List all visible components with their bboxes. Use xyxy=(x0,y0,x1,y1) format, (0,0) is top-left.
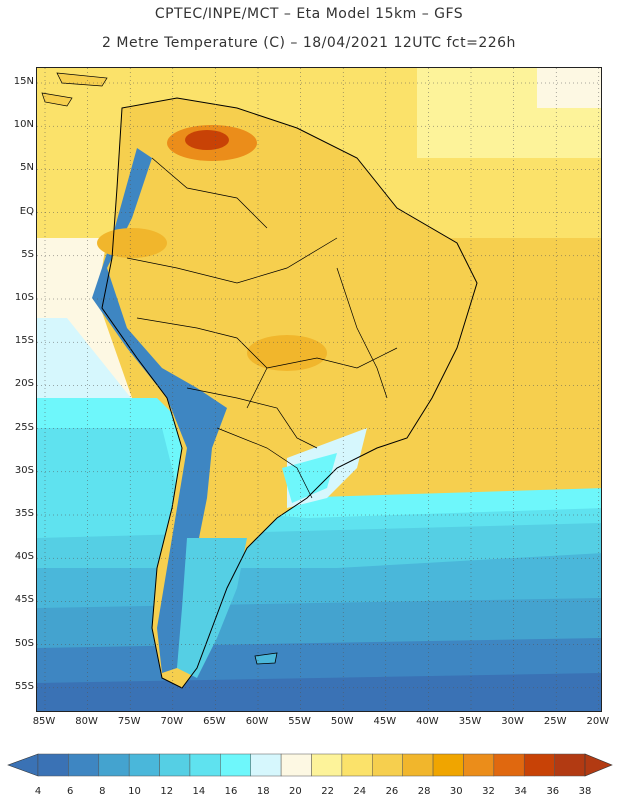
lat-label: 5S xyxy=(21,248,34,260)
colorbar-tick-label: 38 xyxy=(578,786,592,797)
lat-label: 40S xyxy=(14,551,34,563)
lon-label: 80W xyxy=(75,716,98,727)
border-colombia-venezuela xyxy=(151,157,268,229)
colorbar-tick-label: 12 xyxy=(160,786,174,797)
colorbar-swatch xyxy=(68,753,100,777)
lat-label: EQ xyxy=(19,205,34,217)
colorbar-swatch xyxy=(463,753,495,777)
border-argentina-north xyxy=(216,427,313,499)
lon-label: 25W xyxy=(543,716,567,727)
lon-label: 45W xyxy=(373,716,397,727)
colorbar-swatch xyxy=(98,753,130,777)
lon-label: 30W xyxy=(501,716,524,727)
colorbar-swatch xyxy=(159,753,191,777)
lon-label: 35W xyxy=(458,716,482,727)
lon-label: 20W xyxy=(586,716,610,727)
lon-label: 70W xyxy=(160,716,184,727)
lat-label: 15N xyxy=(13,76,34,87)
colorbar-swatch xyxy=(189,753,221,777)
far-northeast-ocean-field xyxy=(537,68,601,108)
venezuela-hot-spot xyxy=(185,130,229,150)
colorbar-tick-label: 16 xyxy=(224,786,238,797)
lon-label: 75W xyxy=(117,716,141,727)
lat-label: 35S xyxy=(14,508,34,519)
colorbar-swatch xyxy=(432,753,464,777)
colorbar-tick-label: 32 xyxy=(482,786,495,797)
lon-label: 40W xyxy=(416,716,439,727)
colorbar-tick-label: 10 xyxy=(128,786,141,797)
border-bolivia-paraguay xyxy=(186,387,318,449)
border-brazil-central xyxy=(266,347,398,369)
map-title-line-1: CPTEC/INPE/MCT – Eta Model 15km – GFS xyxy=(154,6,464,22)
colorbar-swatch xyxy=(128,753,160,777)
colorbar-swatch xyxy=(250,753,282,777)
lat-label: 5N xyxy=(20,162,34,174)
colorbar-tick-label: 24 xyxy=(353,786,367,797)
lat-label: 10S xyxy=(14,292,34,303)
lat-label: 45S xyxy=(14,594,34,606)
colorbar-tick-label: 4 xyxy=(34,786,42,797)
central-brazil-warm-spot xyxy=(247,335,327,371)
colorbar-tick-label: 36 xyxy=(546,786,560,797)
colorbar-tick-label: 30 xyxy=(449,786,463,797)
colorbar-tick-label: 8 xyxy=(99,786,106,797)
lon-label: 60W xyxy=(245,716,269,727)
colorbar-swatch xyxy=(372,753,403,777)
temperature-map-canvas xyxy=(37,68,601,711)
colorbar-swatch xyxy=(37,753,69,777)
colorbar-tick-label: 14 xyxy=(192,786,206,797)
coastline xyxy=(101,97,478,689)
colorbar-swatch xyxy=(280,753,312,777)
border-peru-bolivia xyxy=(136,317,268,409)
temperature-map xyxy=(36,67,602,712)
lat-label: 25S xyxy=(14,421,34,433)
colorbar-swatch xyxy=(523,753,555,777)
colorbar-tick-label: 6 xyxy=(66,786,74,797)
uruguay-cool-field xyxy=(282,453,337,503)
colorbar-swatch xyxy=(311,753,343,777)
central-america xyxy=(41,92,73,107)
colorbar-swatch xyxy=(402,753,434,777)
colorbar-high-arrow xyxy=(584,753,613,777)
colorbar-tick-label: 22 xyxy=(321,786,334,797)
colorbar-tick-label: 28 xyxy=(417,786,431,797)
colorbar-tick-label: 34 xyxy=(514,786,527,797)
lat-label: 15S xyxy=(14,335,34,347)
lon-label: 55W xyxy=(288,716,311,727)
colombia-warm-spot xyxy=(97,228,167,258)
falkland-islands xyxy=(254,652,278,665)
lon-label: 65W xyxy=(203,716,226,727)
colorbar-tick-label: 26 xyxy=(385,786,399,797)
colorbar-low-arrow xyxy=(7,753,39,777)
colorbar-tick-label: 20 xyxy=(289,786,302,797)
patagonia-cool-field xyxy=(177,538,247,678)
lat-label: 50S xyxy=(14,637,34,649)
lon-label: 50W xyxy=(330,716,354,727)
colorbar-swatch xyxy=(341,753,373,777)
colorbar-tick-label: 18 xyxy=(256,786,270,797)
lat-label: 30S xyxy=(14,464,34,476)
colorbar-swatch xyxy=(493,753,525,777)
lon-label: 85W xyxy=(32,716,56,727)
temperature-colorbar xyxy=(7,753,613,777)
colorbar-swatch xyxy=(554,753,586,777)
map-title-line-2: 2 Metre Temperature (C) – 18/04/2021 12U… xyxy=(102,35,516,51)
border-brazil-states xyxy=(336,267,388,399)
lat-label: 20S xyxy=(14,378,34,390)
lat-label: 10N xyxy=(13,119,34,131)
country-borders xyxy=(126,157,398,499)
lat-label: 55S xyxy=(14,680,34,692)
colorbar-swatch xyxy=(220,753,251,777)
border-amazon xyxy=(126,237,338,284)
